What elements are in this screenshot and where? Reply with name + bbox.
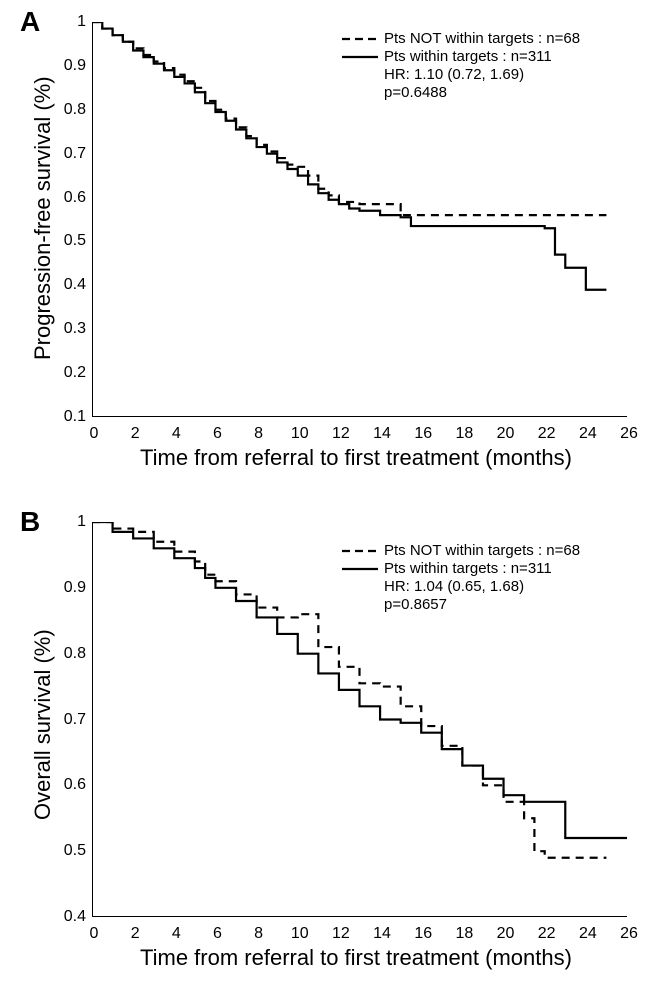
legend-entry: Pts within targets : n=311 xyxy=(342,560,552,577)
panel-b: B Overall survival (%) Time from referra… xyxy=(0,500,660,980)
xtick-label: 4 xyxy=(164,925,188,943)
xtick-label: 10 xyxy=(288,425,312,443)
xtick-label: 6 xyxy=(205,925,229,943)
legend-entry: Pts within targets : n=311 xyxy=(342,48,552,65)
ytick-label: 0.5 xyxy=(52,232,86,250)
ytick-label: 0.2 xyxy=(52,364,86,382)
xtick-label: 26 xyxy=(617,425,641,443)
ytick-label: 0.8 xyxy=(52,645,86,663)
legend-text: p=0.6488 xyxy=(384,84,447,101)
xtick-label: 18 xyxy=(452,425,476,443)
panel-b-xlabel: Time from referral to first treatment (m… xyxy=(140,945,572,971)
ytick-label: 0.6 xyxy=(52,776,86,794)
xtick-label: 16 xyxy=(411,925,435,943)
legend-entry: p=0.6488 xyxy=(342,84,447,101)
panel-a-label: A xyxy=(20,6,40,38)
panel-a-ylabel: Progression-free survival (%) xyxy=(30,76,56,360)
panel-a: A Progression-free survival (%) Time fro… xyxy=(0,0,660,480)
xtick-label: 20 xyxy=(494,925,518,943)
legend-entry: HR: 1.04 (0.65, 1.68) xyxy=(342,578,524,595)
xtick-label: 22 xyxy=(535,425,559,443)
legend-text: Pts within targets : n=311 xyxy=(384,48,552,65)
legend-text: HR: 1.10 (0.72, 1.69) xyxy=(384,66,524,83)
ytick-label: 0.7 xyxy=(52,711,86,729)
xtick-label: 4 xyxy=(164,425,188,443)
ytick-label: 0.3 xyxy=(52,320,86,338)
ytick-label: 1 xyxy=(52,13,86,31)
xtick-label: 8 xyxy=(247,425,271,443)
legend-entry: HR: 1.10 (0.72, 1.69) xyxy=(342,66,524,83)
xtick-label: 10 xyxy=(288,925,312,943)
legend-entry: Pts NOT within targets : n=68 xyxy=(342,30,580,47)
legend-entry: p=0.8657 xyxy=(342,596,447,613)
ytick-label: 0.8 xyxy=(52,101,86,119)
ytick-label: 0.4 xyxy=(52,276,86,294)
ytick-label: 1 xyxy=(52,513,86,531)
xtick-label: 0 xyxy=(82,425,106,443)
xtick-label: 2 xyxy=(123,925,147,943)
xtick-label: 16 xyxy=(411,425,435,443)
ytick-label: 0.4 xyxy=(52,908,86,926)
xtick-label: 14 xyxy=(370,425,394,443)
legend-text: p=0.8657 xyxy=(384,596,447,613)
survival-figure: A Progression-free survival (%) Time fro… xyxy=(0,0,660,988)
legend-text: Pts within targets : n=311 xyxy=(384,560,552,577)
legend-text: Pts NOT within targets : n=68 xyxy=(384,30,580,47)
ytick-label: 0.9 xyxy=(52,57,86,75)
panel-b-label: B xyxy=(20,506,40,538)
ytick-label: 0.6 xyxy=(52,189,86,207)
xtick-label: 2 xyxy=(123,425,147,443)
legend-text: Pts NOT within targets : n=68 xyxy=(384,542,580,559)
legend-text: HR: 1.04 (0.65, 1.68) xyxy=(384,578,524,595)
xtick-label: 24 xyxy=(576,425,600,443)
xtick-label: 6 xyxy=(205,425,229,443)
xtick-label: 0 xyxy=(82,925,106,943)
ytick-label: 0.5 xyxy=(52,842,86,860)
xtick-label: 18 xyxy=(452,925,476,943)
xtick-label: 20 xyxy=(494,425,518,443)
xtick-label: 12 xyxy=(329,925,353,943)
xtick-label: 12 xyxy=(329,425,353,443)
ytick-label: 0.9 xyxy=(52,579,86,597)
ytick-label: 0.1 xyxy=(52,408,86,426)
xtick-label: 26 xyxy=(617,925,641,943)
xtick-label: 14 xyxy=(370,925,394,943)
panel-a-xlabel: Time from referral to first treatment (m… xyxy=(140,445,572,471)
legend-entry: Pts NOT within targets : n=68 xyxy=(342,542,580,559)
xtick-label: 22 xyxy=(535,925,559,943)
xtick-label: 24 xyxy=(576,925,600,943)
ytick-label: 0.7 xyxy=(52,145,86,163)
xtick-label: 8 xyxy=(247,925,271,943)
